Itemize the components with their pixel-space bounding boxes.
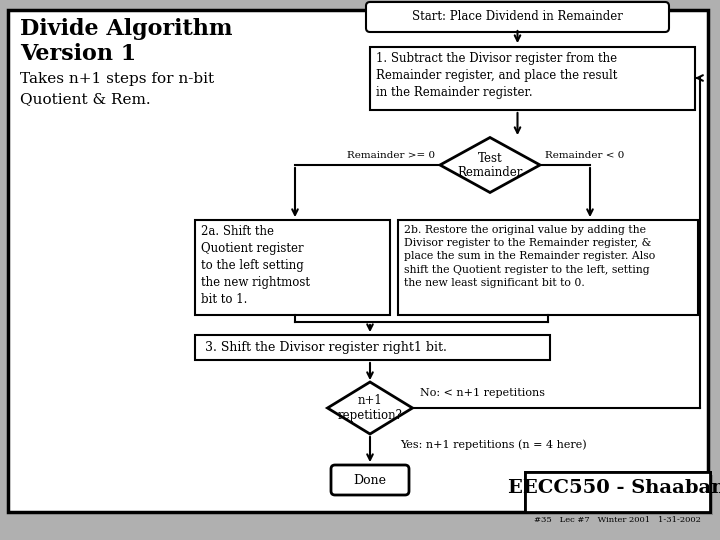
Text: Remainder < 0: Remainder < 0: [545, 151, 624, 159]
FancyBboxPatch shape: [331, 465, 409, 495]
Text: 2a. Shift the
Quotient register
to the left setting
the new rightmost
bit to 1.: 2a. Shift the Quotient register to the l…: [201, 225, 310, 306]
Polygon shape: [328, 382, 413, 434]
FancyBboxPatch shape: [8, 10, 708, 512]
FancyBboxPatch shape: [398, 220, 698, 315]
FancyBboxPatch shape: [195, 335, 550, 360]
Text: 2b. Restore the original value by adding the
Divisor register to the Remainder r: 2b. Restore the original value by adding…: [404, 225, 655, 288]
Text: n+1: n+1: [358, 395, 382, 408]
Text: repetition?: repetition?: [338, 408, 402, 422]
Polygon shape: [440, 138, 540, 192]
Text: Takes n+1 steps for n-bit
Quotient & Rem.: Takes n+1 steps for n-bit Quotient & Rem…: [20, 72, 214, 106]
FancyBboxPatch shape: [370, 47, 695, 110]
Text: Yes: n+1 repetitions (n = 4 here): Yes: n+1 repetitions (n = 4 here): [400, 439, 587, 450]
FancyBboxPatch shape: [528, 475, 713, 515]
Text: Divide Algorithm: Divide Algorithm: [20, 18, 233, 40]
Text: #35   Lec #7   Winter 2001   1-31-2002: #35 Lec #7 Winter 2001 1-31-2002: [534, 516, 701, 524]
Text: Start: Place Dividend in Remainder: Start: Place Dividend in Remainder: [412, 10, 623, 24]
Text: EECC550 - Shaaban: EECC550 - Shaaban: [508, 479, 720, 497]
Text: 3. Shift the Divisor register right1 bit.: 3. Shift the Divisor register right1 bit…: [205, 341, 447, 354]
Text: Remainder >= 0: Remainder >= 0: [347, 151, 435, 159]
FancyBboxPatch shape: [195, 220, 390, 315]
Text: Version 1: Version 1: [20, 43, 136, 65]
Text: Test: Test: [477, 152, 503, 165]
Text: Remainder: Remainder: [457, 166, 523, 179]
FancyBboxPatch shape: [366, 2, 669, 32]
Text: 1. Subtract the Divisor register from the
Remainder register, and place the resu: 1. Subtract the Divisor register from th…: [376, 52, 617, 99]
FancyBboxPatch shape: [525, 472, 710, 512]
Text: No: < n+1 repetitions: No: < n+1 repetitions: [420, 388, 546, 398]
Text: Done: Done: [354, 474, 387, 487]
